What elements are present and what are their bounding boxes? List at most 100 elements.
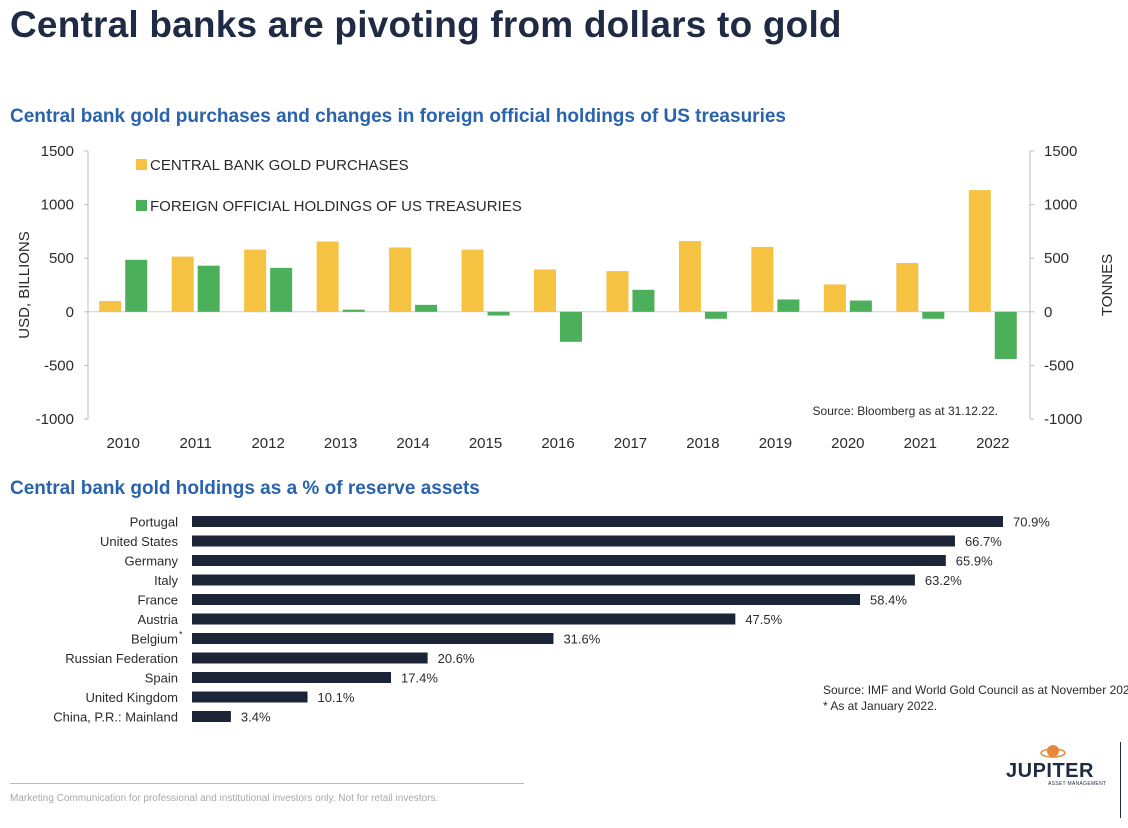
value-label: 70.9% — [1013, 515, 1050, 530]
x-tick-label: 2019 — [759, 435, 792, 452]
y-tick-label-left: -1000 — [36, 411, 74, 428]
category-label: Portugal — [130, 515, 179, 530]
value-label: 66.7% — [965, 534, 1002, 549]
bar-treasury-holdings — [415, 304, 438, 312]
value-label: 3.4% — [241, 710, 271, 725]
bar-gold-purchases — [823, 284, 846, 312]
logo-wordmark: JUPITER — [1006, 760, 1094, 782]
bar-treasury-holdings — [632, 289, 655, 312]
y-tick-label-right: -500 — [1044, 357, 1074, 374]
x-tick-label: 2013 — [324, 435, 357, 452]
y-tick-label-right: 1000 — [1044, 197, 1077, 214]
bar-treasury-holdings — [922, 311, 945, 319]
bar-gold-purchases — [896, 263, 919, 312]
x-tick-label: 2020 — [831, 435, 864, 452]
gold-purchases-vs-treasuries-chart: USD, BILLIONS TONNES Source: Bloomberg a… — [16, 143, 1116, 452]
x-tick-label: 2011 — [180, 435, 212, 452]
logo-divider — [1120, 742, 1121, 818]
bar-gold-purchases — [99, 301, 122, 312]
category-label: Spain — [145, 671, 178, 686]
bar-treasury-holdings — [560, 311, 582, 342]
bar-gold-purchases — [606, 271, 629, 312]
y-axis-label-right: TONNES — [1099, 254, 1116, 316]
category-footnote-mark: * — [179, 630, 183, 640]
bar-gold-purchases — [678, 241, 701, 312]
x-tick-label: 2022 — [976, 435, 1009, 452]
value-label: 47.5% — [745, 612, 782, 627]
bar-reserve-share — [192, 672, 392, 683]
x-tick-label: 2018 — [686, 435, 719, 452]
chart2-title: Central bank gold holdings as a % of res… — [10, 478, 480, 499]
value-label: 17.4% — [401, 671, 438, 686]
x-tick-label: 2014 — [396, 435, 429, 452]
category-label: Russian Federation — [65, 651, 178, 666]
bar-reserve-share — [192, 711, 231, 722]
x-tick-label: 2012 — [251, 435, 284, 452]
bar-reserve-share — [192, 613, 736, 625]
legend-swatch-treasuries — [136, 200, 147, 211]
bar-treasury-holdings — [704, 311, 727, 319]
legend-label-treasuries: FOREIGN OFFICIAL HOLDINGS OF US TREASURI… — [150, 198, 522, 215]
bar-treasury-holdings — [487, 311, 510, 316]
value-label: 58.4% — [870, 593, 907, 608]
category-label: United States — [100, 534, 179, 549]
x-tick-label: 2015 — [469, 435, 502, 452]
category-label: China, P.R.: Mainland — [53, 710, 178, 725]
value-label: 63.2% — [925, 573, 962, 588]
y-tick-label-left: 500 — [49, 250, 74, 267]
bar-reserve-share — [192, 516, 1003, 527]
y-tick-label-left: -500 — [44, 357, 74, 374]
page-title: Central banks are pivoting from dollars … — [10, 4, 842, 45]
x-tick-label: 2017 — [614, 435, 647, 452]
value-label: 20.6% — [438, 651, 475, 666]
chart2-note: * As at January 2022. — [823, 699, 937, 713]
x-tick-label: 2021 — [904, 435, 937, 452]
bar-treasury-holdings — [342, 309, 365, 312]
bar-gold-purchases — [534, 269, 556, 312]
bar-treasury-holdings — [270, 267, 293, 312]
bar-gold-purchases — [171, 256, 194, 312]
y-tick-label-right: 500 — [1044, 250, 1069, 267]
legend-swatch-gold — [136, 159, 147, 170]
footer-divider — [10, 783, 524, 784]
value-label: 65.9% — [956, 554, 993, 569]
y-tick-label-left: 1500 — [41, 143, 74, 160]
y-tick-label-right: -1000 — [1044, 411, 1082, 428]
footer-disclaimer: Marketing Communication for professional… — [10, 793, 439, 804]
bar-reserve-share — [192, 535, 955, 547]
chart2-source: Source: IMF and World Gold Council as at… — [823, 683, 1128, 697]
bar-treasury-holdings — [994, 311, 1017, 359]
category-label: Austria — [138, 612, 179, 627]
bar-reserve-share — [192, 652, 428, 664]
bar-gold-purchases — [461, 249, 484, 312]
chart1-legend: CENTRAL BANK GOLD PURCHASES FOREIGN OFFIC… — [136, 157, 522, 215]
chart1-title: Central bank gold purchases and changes … — [10, 106, 786, 127]
category-label: Belgium — [131, 632, 178, 647]
category-label: France — [138, 593, 178, 608]
logo-subtitle: ASSET MANAGEMENT — [1048, 781, 1107, 787]
bar-reserve-share — [192, 574, 915, 586]
bar-gold-purchases — [244, 249, 267, 312]
y-tick-label-left: 1000 — [41, 197, 74, 214]
chart1-source: Source: Bloomberg as at 31.12.22. — [813, 404, 998, 418]
y-tick-label-right: 0 — [1044, 304, 1052, 321]
jupiter-logo: JUPITER ASSET MANAGEMENT — [1006, 744, 1112, 790]
x-tick-label: 2010 — [107, 435, 140, 452]
bar-treasury-holdings — [849, 300, 872, 312]
bar-reserve-share — [192, 594, 861, 605]
x-tick-label: 2016 — [541, 435, 574, 452]
bar-gold-purchases — [316, 241, 339, 312]
bar-reserve-share — [192, 555, 946, 566]
bar-gold-purchases — [751, 246, 774, 312]
bar-gold-purchases — [389, 247, 412, 312]
bar-treasury-holdings — [125, 259, 148, 312]
category-label: United Kingdom — [86, 690, 179, 705]
bar-reserve-share — [192, 633, 554, 644]
value-label: 10.1% — [318, 690, 355, 705]
value-label: 31.6% — [563, 632, 600, 647]
y-tick-label-left: 0 — [66, 304, 74, 321]
planet-icon — [1040, 745, 1066, 758]
category-label: Italy — [154, 573, 178, 588]
y-tick-label-right: 1500 — [1044, 143, 1077, 160]
